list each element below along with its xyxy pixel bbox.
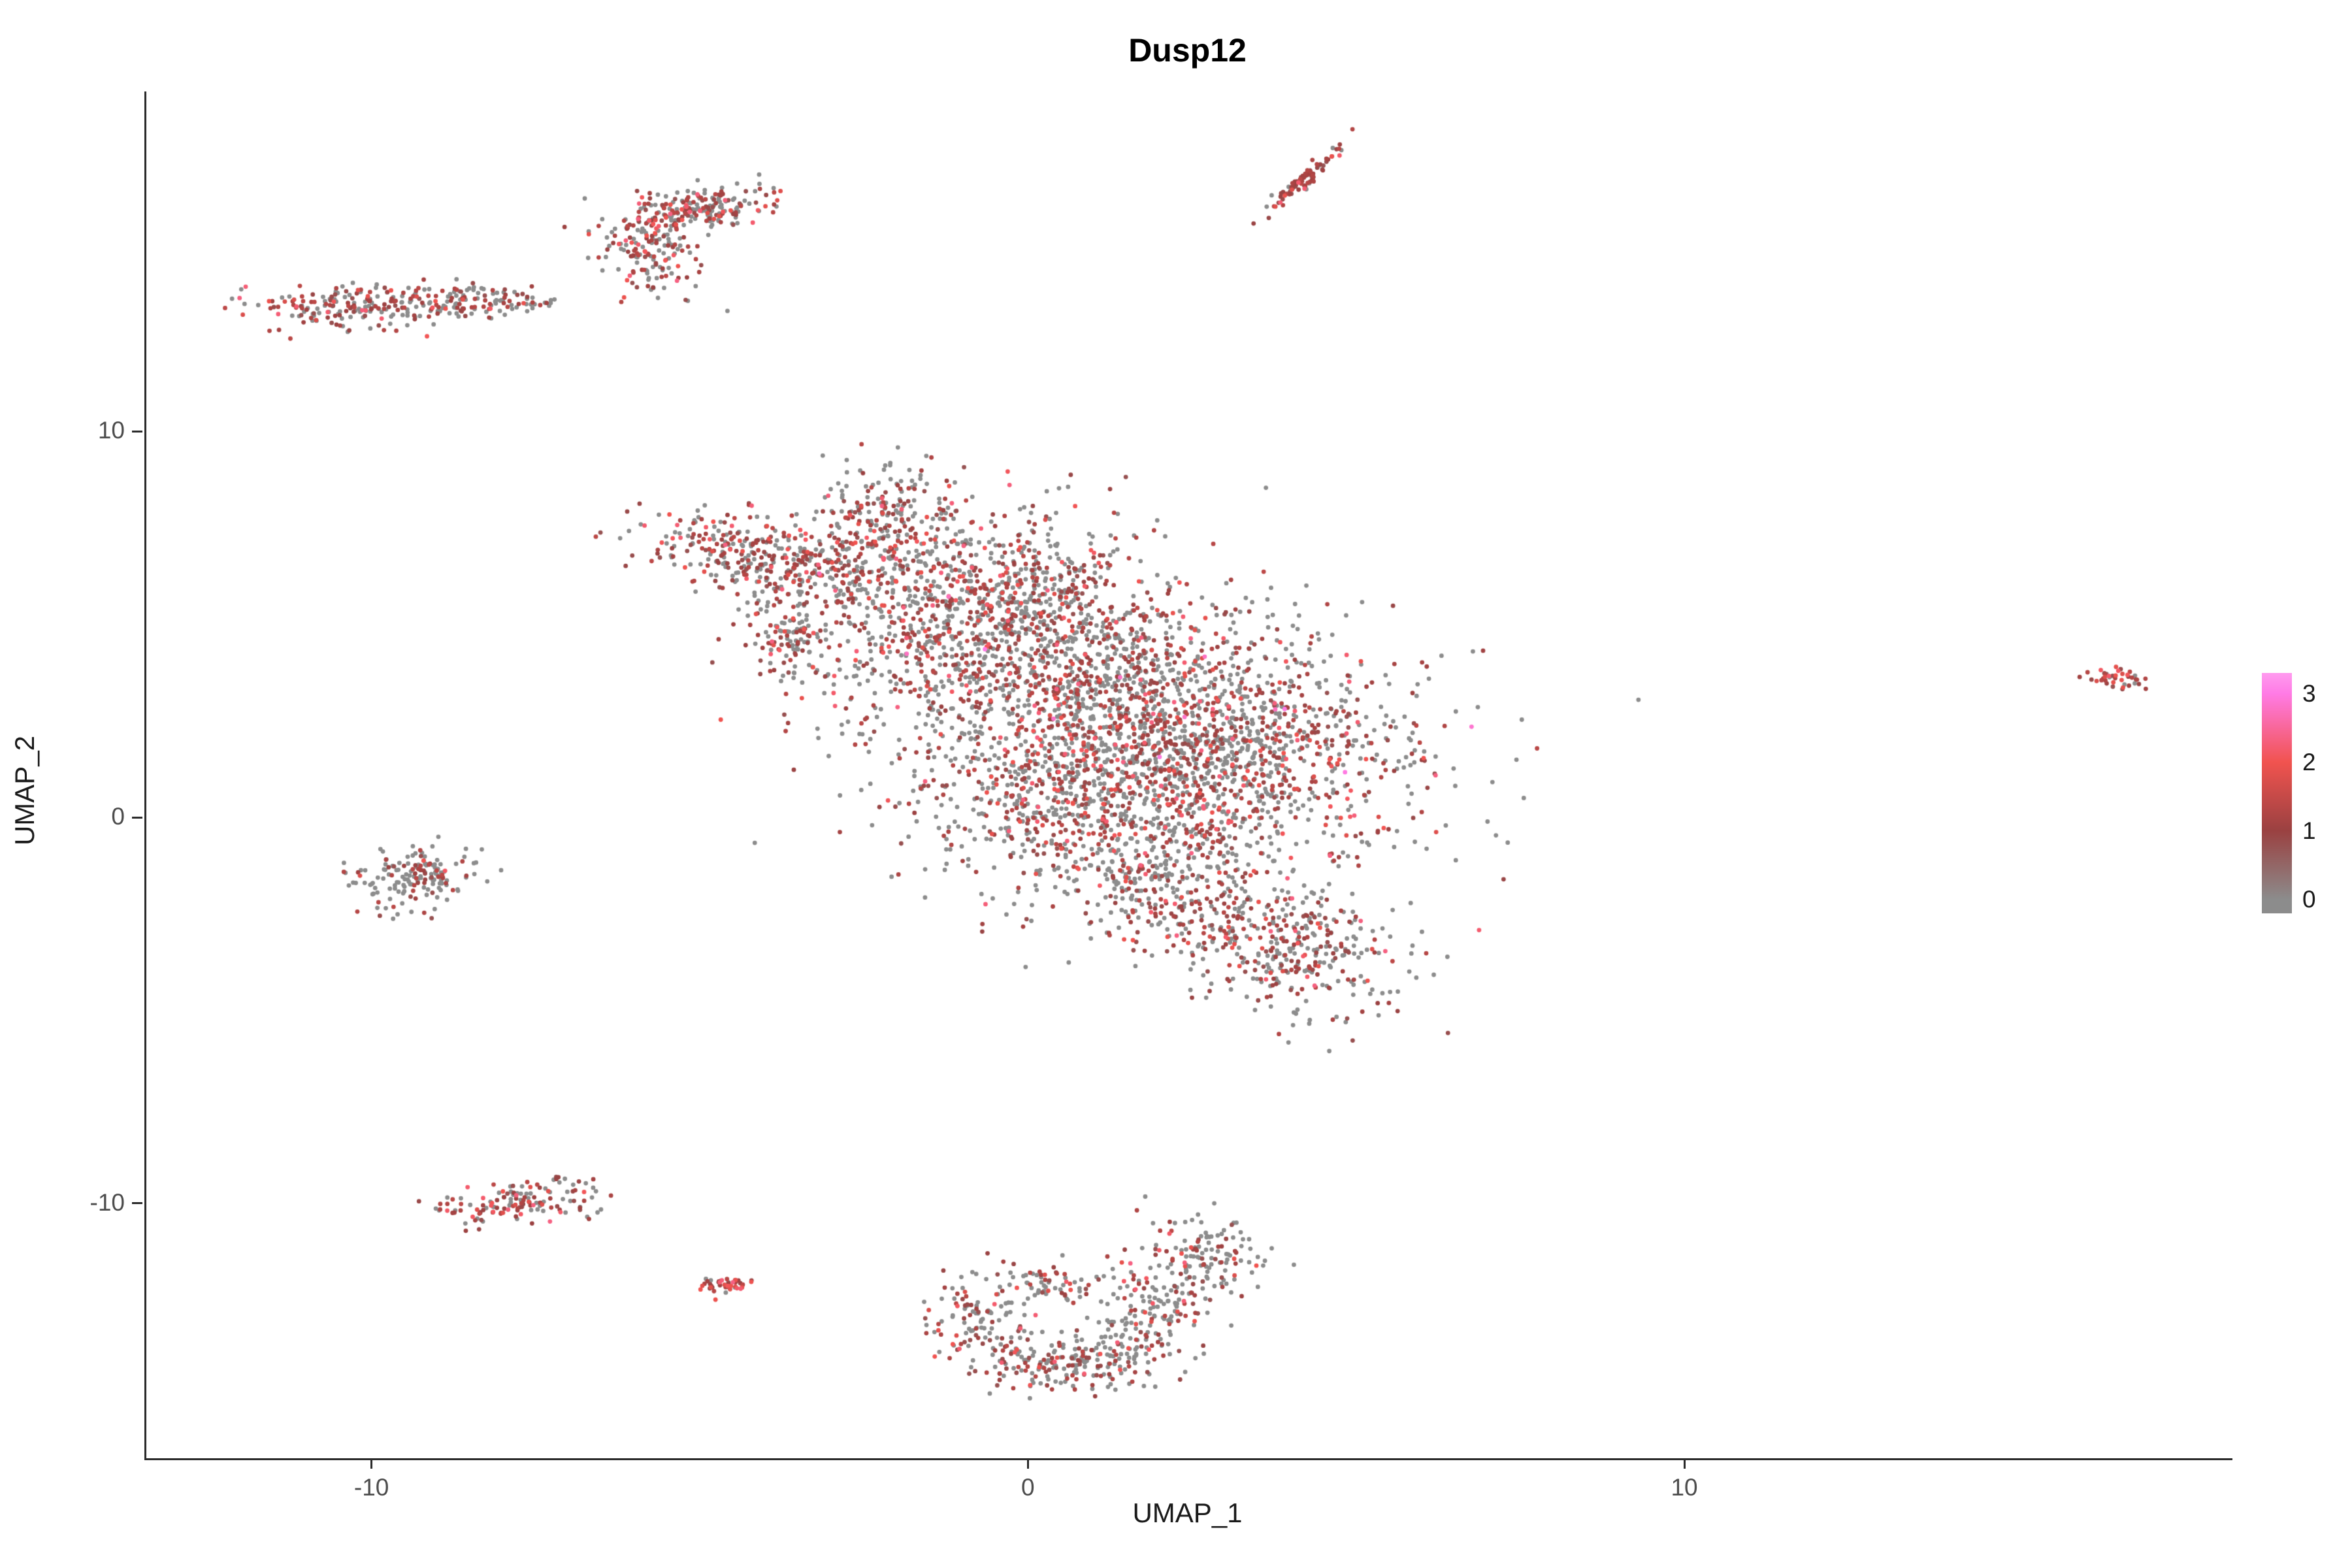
x-tick-mark	[370, 1458, 373, 1469]
scatter-canvas	[146, 91, 2232, 1458]
y-tick-mark	[132, 1202, 142, 1205]
y-tick-mark	[132, 430, 142, 433]
y-axis-title: UMAP_2	[9, 735, 40, 846]
legend-tick-label: 2	[2302, 748, 2316, 776]
y-tick-label: 10	[97, 417, 125, 444]
x-tick-label: -10	[353, 1474, 389, 1501]
x-axis-title: UMAP_1	[1132, 1497, 1243, 1528]
legend-tick-label: 0	[2302, 885, 2316, 913]
x-tick-mark	[1026, 1458, 1029, 1469]
y-tick-label: 0	[111, 803, 125, 830]
plot-title: Dusp12	[1128, 32, 1247, 69]
legend-tick-label: 3	[2302, 679, 2316, 707]
x-tick-mark	[1683, 1458, 1686, 1469]
y-tick-mark	[132, 816, 142, 819]
legend-gradient-bar	[2262, 673, 2292, 913]
legend-tick-label: 1	[2302, 817, 2316, 844]
x-tick-label: 0	[1021, 1474, 1035, 1501]
x-tick-label: 10	[1671, 1474, 1698, 1501]
plot-panel	[144, 91, 2232, 1460]
y-tick-label: -10	[90, 1188, 125, 1216]
expression-legend: 3 2 1 0	[2262, 673, 2347, 921]
panel-wrap: -10 0 10 -10 0 10	[90, 91, 2232, 1501]
